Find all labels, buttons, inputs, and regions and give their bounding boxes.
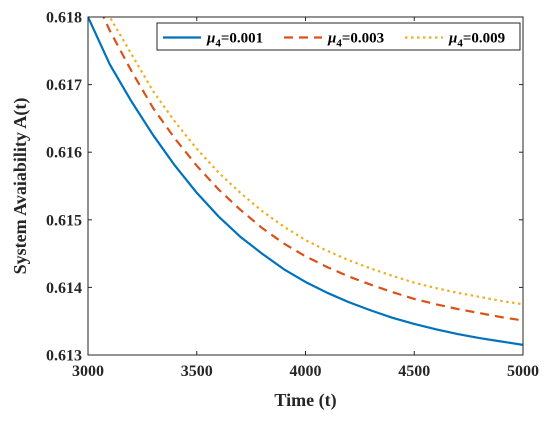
y-axis-label: System Avaiability A(t) [10, 98, 31, 275]
legend-label-1: μ4=0.001 [206, 31, 263, 50]
legend-label-3: μ4=0.009 [448, 31, 505, 50]
legend-value: =0.003 [342, 31, 384, 47]
plot-area [88, 17, 523, 355]
legend-subscript: 4 [457, 38, 463, 50]
legend-symbol: μ [206, 31, 215, 47]
series-line-1 [88, 17, 523, 346]
x-tick-label: 3000 [72, 363, 104, 380]
x-tick-label: 3500 [181, 363, 213, 380]
legend-value: =0.001 [221, 31, 263, 47]
x-tick-label: 4000 [290, 363, 322, 380]
x-axis-label: Time (t) [274, 390, 336, 411]
legend-label-2: μ4=0.003 [327, 31, 384, 50]
legend: μ4=0.001 μ4=0.003 μ4=0.009 [156, 22, 521, 51]
legend-value: =0.009 [463, 31, 505, 47]
y-tick-label: 0.614 [46, 280, 82, 297]
legend-subscript: 4 [336, 38, 342, 50]
legend-symbol: μ [448, 31, 457, 47]
y-tick-label: 0.615 [46, 212, 82, 229]
tick-layer: 3000 3500 4000 4500 5000 0.613 0.614 0.615 0.616… [46, 10, 539, 381]
y-tick-label: 0.617 [46, 77, 82, 94]
series-layer [88, 17, 523, 346]
x-tick-label: 5000 [507, 363, 539, 380]
y-tick-label: 0.618 [46, 10, 82, 27]
series-line-3 [108, 17, 523, 306]
y-tick-label: 0.613 [46, 348, 82, 365]
legend-box [156, 22, 521, 51]
x-tick-label: 4500 [398, 363, 430, 380]
y-tick-label: 0.616 [46, 145, 82, 162]
legend-symbol: μ [327, 31, 336, 47]
series-line-2 [102, 17, 523, 322]
legend-subscript: 4 [215, 38, 221, 50]
